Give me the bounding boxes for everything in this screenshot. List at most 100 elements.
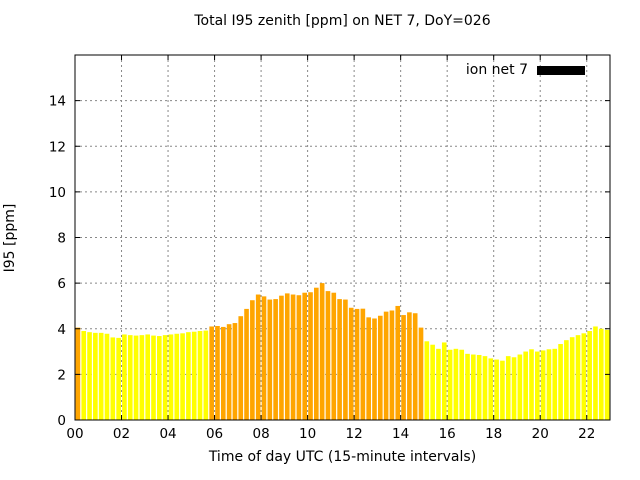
bar bbox=[552, 348, 558, 420]
bar bbox=[366, 317, 371, 420]
bar bbox=[337, 299, 342, 420]
bar bbox=[401, 315, 406, 420]
bar bbox=[273, 299, 278, 420]
bar bbox=[476, 354, 482, 420]
bar bbox=[162, 335, 168, 420]
bar bbox=[238, 316, 244, 420]
x-tick-label: 12 bbox=[346, 426, 363, 442]
bar bbox=[308, 292, 313, 420]
bar bbox=[546, 349, 552, 420]
y-tick-label: 14 bbox=[49, 94, 66, 110]
bar bbox=[191, 331, 197, 420]
bar bbox=[174, 333, 180, 420]
bar bbox=[348, 307, 354, 420]
x-tick-label: 10 bbox=[299, 426, 316, 442]
bar bbox=[116, 337, 121, 421]
y-tick-label: 10 bbox=[49, 185, 66, 201]
x-tick-label: 00 bbox=[66, 426, 83, 442]
bar bbox=[418, 327, 424, 420]
bar bbox=[203, 330, 209, 420]
x-tick-label: 18 bbox=[485, 426, 502, 442]
bar bbox=[441, 342, 447, 420]
bar bbox=[296, 295, 302, 420]
bar bbox=[145, 334, 150, 420]
bar bbox=[226, 324, 232, 420]
bar bbox=[215, 326, 220, 420]
legend-label: ion net 7 bbox=[465, 62, 528, 78]
x-tick-label: 22 bbox=[578, 426, 595, 442]
bar bbox=[540, 350, 546, 420]
bar bbox=[523, 351, 528, 420]
x-tick-label: 06 bbox=[206, 426, 223, 442]
bar bbox=[98, 332, 104, 420]
x-tick-label: 14 bbox=[392, 426, 409, 442]
bar bbox=[186, 332, 191, 420]
bar bbox=[529, 349, 534, 420]
bar bbox=[569, 337, 575, 420]
bar bbox=[180, 333, 185, 420]
bar bbox=[139, 335, 145, 420]
bar bbox=[517, 354, 523, 420]
bar bbox=[325, 291, 331, 420]
bar bbox=[220, 326, 226, 420]
bar bbox=[511, 357, 517, 420]
bar bbox=[581, 333, 587, 420]
bar bbox=[354, 308, 360, 420]
bar bbox=[331, 292, 337, 420]
bar bbox=[383, 311, 389, 420]
bar bbox=[244, 308, 249, 420]
bar bbox=[343, 299, 348, 420]
x-tick-label: 04 bbox=[159, 426, 176, 442]
bar bbox=[197, 331, 203, 420]
bar bbox=[290, 294, 296, 420]
bar bbox=[500, 360, 505, 420]
bar bbox=[232, 323, 238, 420]
bar bbox=[110, 337, 116, 420]
chart-title: Total I95 zenith [ppm] on NET 7, DoY=026 bbox=[194, 13, 491, 29]
bar bbox=[104, 333, 110, 420]
bar bbox=[377, 315, 383, 420]
bar bbox=[505, 356, 511, 421]
bar bbox=[535, 351, 540, 420]
bar bbox=[127, 335, 133, 420]
bar bbox=[604, 329, 610, 420]
bar bbox=[75, 327, 81, 420]
bar bbox=[360, 308, 366, 420]
bar bbox=[459, 349, 465, 420]
bar bbox=[250, 300, 255, 420]
bar bbox=[424, 341, 430, 420]
bar bbox=[87, 332, 92, 420]
legend-swatch bbox=[537, 65, 585, 75]
bar bbox=[279, 295, 284, 420]
bar bbox=[372, 318, 377, 420]
y-axis-label: I95 [ppm] bbox=[2, 203, 18, 273]
bar bbox=[488, 358, 494, 420]
bar bbox=[412, 313, 418, 420]
x-tick-label: 08 bbox=[252, 426, 269, 442]
bar bbox=[319, 283, 325, 421]
y-tick-label: 0 bbox=[57, 413, 66, 429]
y-tick-label: 8 bbox=[57, 231, 66, 247]
bar bbox=[93, 332, 98, 420]
bar bbox=[209, 326, 214, 420]
x-tick-label: 02 bbox=[113, 426, 130, 442]
bar bbox=[284, 293, 290, 420]
bar bbox=[407, 312, 412, 420]
bar bbox=[255, 294, 261, 420]
y-tick-label: 2 bbox=[57, 367, 66, 383]
bar bbox=[436, 348, 441, 420]
bar bbox=[168, 334, 174, 420]
y-tick-label: 4 bbox=[57, 322, 66, 338]
bar bbox=[465, 353, 470, 420]
bar bbox=[122, 334, 127, 420]
bar bbox=[471, 354, 476, 420]
bar bbox=[133, 335, 139, 420]
bar bbox=[81, 331, 87, 420]
bar bbox=[593, 326, 598, 420]
x-tick-label: 16 bbox=[439, 426, 456, 442]
bar bbox=[587, 331, 592, 420]
legend: ion net 7 bbox=[430, 61, 585, 79]
x-tick-label: 20 bbox=[532, 426, 549, 442]
bar bbox=[302, 292, 308, 420]
